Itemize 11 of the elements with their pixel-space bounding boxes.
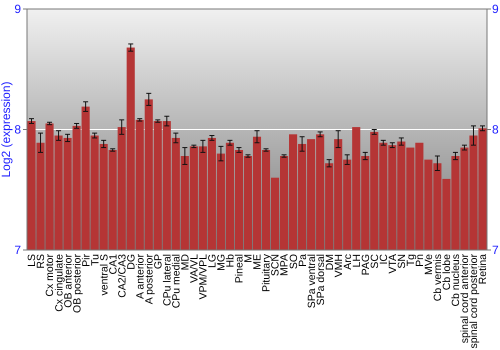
y-tick-label: 8 (14, 122, 22, 137)
y2-tick-label: 8 (492, 122, 499, 137)
x-tick-label: Tg (405, 254, 418, 266)
y-tick-label: 9 (14, 2, 22, 16)
y-axis-title: Log2 (expression) (0, 81, 13, 178)
y-tick-label: 7 (14, 243, 22, 258)
x-tick-label: MVe (423, 254, 436, 276)
x-tick-label: CPu medial (170, 254, 182, 308)
y2-tick-label: 9 (492, 2, 499, 16)
x-tick-label: RS (35, 254, 48, 269)
y2-tick-label: 7 (492, 243, 499, 258)
